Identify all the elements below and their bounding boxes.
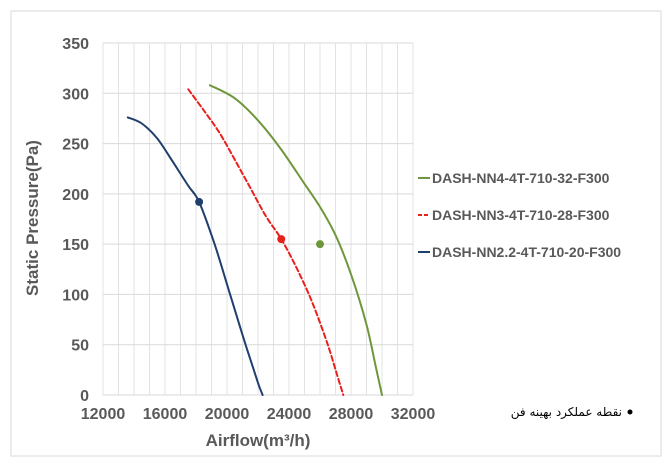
x-tick-label: 24000 xyxy=(267,406,312,423)
series-line-1 xyxy=(208,84,383,396)
y-tick-label: 200 xyxy=(62,187,89,204)
y-tick-label: 50 xyxy=(71,338,89,355)
y-tick-label: 100 xyxy=(62,287,89,304)
x-tick-label: 28000 xyxy=(329,406,374,423)
series-line-2 xyxy=(187,88,345,396)
y-tick-label: 300 xyxy=(62,86,89,103)
y-tick-label: 250 xyxy=(62,137,89,154)
x-tick-labels: 12000 16000 20000 24000 28000 32000 xyxy=(81,406,436,423)
x-tick-label: 12000 xyxy=(81,406,126,423)
y-tick-label: 0 xyxy=(80,388,89,405)
operating-point-3 xyxy=(195,197,204,206)
y-tick-label: 150 xyxy=(62,237,89,254)
note: نقطه عملکرد بهینه فن xyxy=(511,405,633,420)
operating-point-1 xyxy=(316,240,324,249)
gridlines xyxy=(102,42,414,396)
legend-label-1: DASH-NN4-4T-710-32-F300 xyxy=(432,170,610,186)
y-axis-title: Static Pressure(Pa) xyxy=(23,140,42,296)
operating-points xyxy=(195,197,324,249)
x-tick-label: 32000 xyxy=(391,406,436,423)
legend-label-3: DASH-NN2.2-4T-710-20-F300 xyxy=(432,244,621,260)
y-tick-label: 350 xyxy=(62,36,89,53)
y-tick-labels: 0 50 100 150 200 250 300 350 xyxy=(62,36,89,405)
x-tick-label: 20000 xyxy=(205,406,250,423)
x-tick-label: 16000 xyxy=(143,406,188,423)
operating-point-2 xyxy=(277,235,286,244)
x-axis-title: Airflow(m³/h) xyxy=(206,431,311,450)
legend-label-2: DASH-NN3-4T-710-28-F300 xyxy=(432,207,610,223)
legend: DASH-NN4-4T-710-32-F300 DASH-NN3-4T-710-2… xyxy=(418,170,621,260)
note-label: نقطه عملکرد بهینه فن xyxy=(511,405,622,420)
note-dot xyxy=(627,409,633,415)
